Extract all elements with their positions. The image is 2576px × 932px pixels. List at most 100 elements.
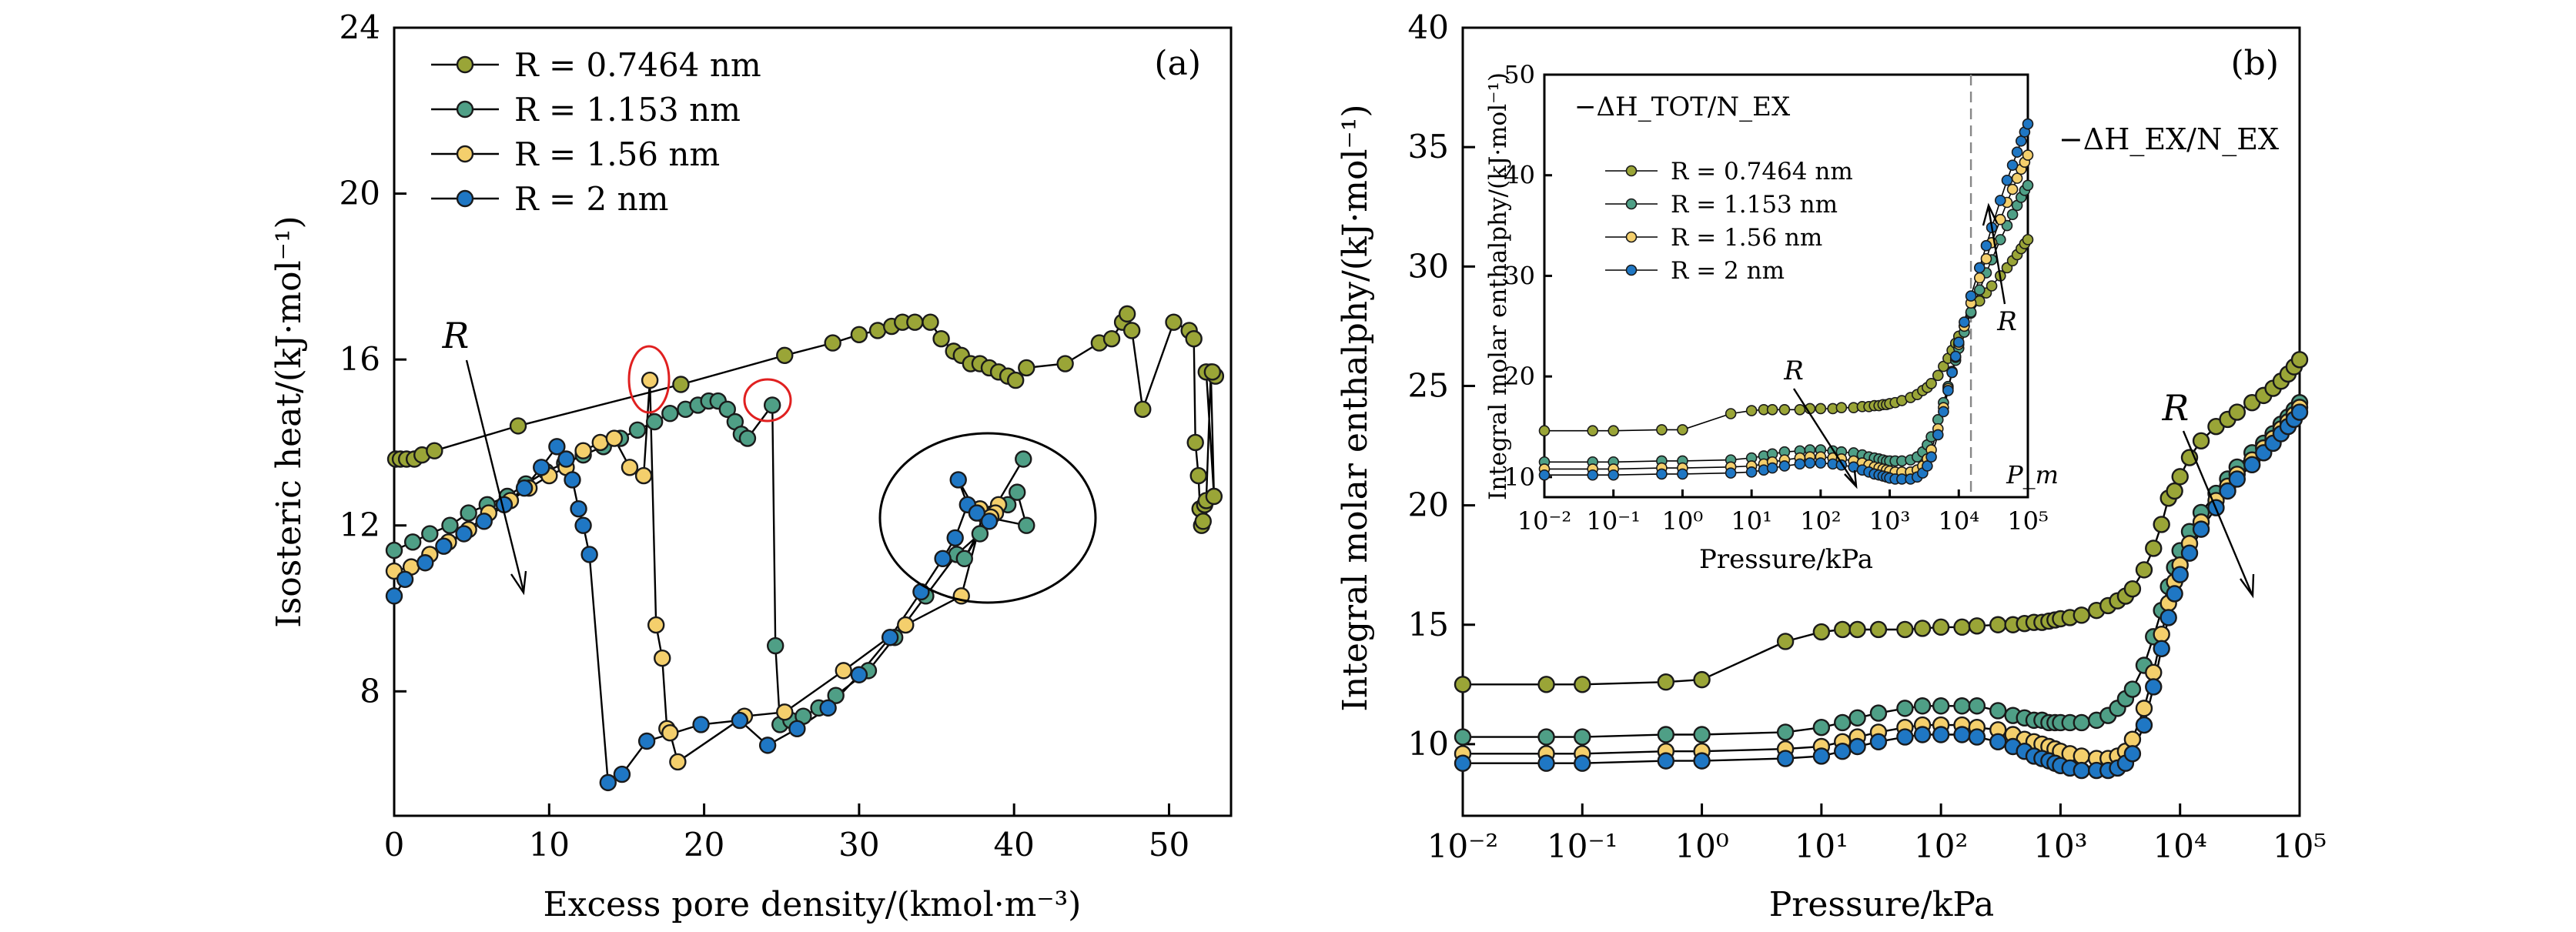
panel-b-point	[1657, 752, 1675, 770]
panel-a-point	[1018, 359, 1035, 377]
inset-point	[1973, 262, 1986, 274]
inset-ytick-label: 50	[1504, 60, 1535, 89]
panel-a-point	[385, 541, 403, 560]
panel-b-point	[1454, 754, 1472, 772]
panel-b-ticks: 10⁻² 10⁻¹ 10⁰ 10¹ 10² 10³ 10⁴ 10⁵ 10 15 20 25 30 35 40	[1408, 8, 2327, 865]
panel-b-point	[1968, 697, 1986, 715]
inset-point	[1965, 290, 1977, 302]
panel-a-point	[548, 438, 566, 456]
panel-a-point	[1006, 371, 1025, 389]
panel-a-point	[621, 459, 639, 476]
panel-a-point	[955, 550, 973, 568]
panel-b-point	[1693, 752, 1711, 770]
panel-a-point	[868, 322, 887, 339]
inset-r-arrow-low	[1792, 388, 1857, 486]
panel-a-ytick-label: 8	[360, 672, 380, 710]
inset-point	[1794, 403, 1806, 416]
panel-b-xtick-label: 10²	[1914, 827, 1968, 865]
panel-a-point	[758, 737, 777, 754]
panel-a-point	[1056, 355, 1074, 372]
panel-a-point	[417, 554, 434, 572]
panel-b-point	[1953, 726, 1971, 743]
panel-a-point	[580, 546, 598, 563]
panel-b-ytick-label: 20	[1408, 486, 1449, 524]
panel-a-point	[1122, 322, 1141, 339]
inset-point	[1538, 425, 1551, 437]
highlight-circle-red-2	[743, 378, 792, 423]
inset-point	[1938, 406, 1949, 418]
panel-a-point	[460, 504, 477, 522]
inset-point	[1922, 460, 1933, 472]
panel-a-point	[564, 471, 581, 489]
panel-a-point	[435, 537, 453, 555]
inset-point	[1778, 460, 1791, 472]
inset-point	[1980, 252, 1992, 265]
panel-a-point	[647, 616, 665, 634]
panel-b-point	[2073, 761, 2090, 780]
panel-a-point	[1185, 330, 1203, 348]
panel-b-point	[1537, 754, 1555, 772]
inset-xtick-label: 10²	[1800, 506, 1842, 536]
inset-point	[1946, 366, 1958, 379]
inset-xtick-label: 10⁻¹	[1586, 506, 1640, 536]
panel-a-xlabel: Excess pore density/(kmol·m⁻³)	[544, 885, 1082, 924]
panel-b-point	[2145, 678, 2163, 696]
panel-a-point	[850, 326, 868, 344]
inset-r-arrow-high	[1987, 207, 2006, 305]
panel-a-point	[421, 525, 439, 543]
panel-a-legend: R = 0.7464 nm R = 1.153 nm R = 1.56 nm R = …	[431, 46, 761, 218]
panel-a-point	[1134, 400, 1152, 419]
panel-b-point	[1968, 617, 1986, 635]
inset-point	[2006, 209, 2019, 220]
panel-b-xtick-label: 10⁴	[2153, 827, 2207, 865]
inset-data	[1538, 118, 2034, 485]
inset-point	[2011, 146, 2023, 158]
inset-point	[2022, 234, 2034, 246]
inset-point	[1952, 336, 1965, 349]
inset-point	[1942, 385, 1954, 396]
legend-marker	[456, 145, 474, 163]
inset-legend-label: R = 1.153 nm	[1671, 191, 1838, 219]
panel-a-point	[574, 516, 592, 534]
panel-b-point	[2166, 482, 2183, 500]
panel-b-point	[1989, 733, 2007, 751]
panel-a-point	[946, 529, 964, 547]
panel-a-point	[776, 703, 794, 721]
inset-point	[1677, 424, 1688, 436]
panel-b-point	[1812, 747, 1831, 765]
inset-point	[2022, 118, 2034, 130]
panel-b-point	[1913, 726, 1932, 743]
panel-b-point	[1812, 623, 1831, 641]
panel-a-point	[738, 429, 757, 447]
inset-legend-marker	[1625, 198, 1638, 210]
panel-a-point	[574, 442, 592, 459]
panel-b-ex-label: −ΔH_EX/N_EX	[2059, 122, 2279, 157]
panel-a-xtick-label: 40	[993, 826, 1034, 864]
highlight-ellipse-cluster	[878, 432, 1097, 604]
panel-b-point	[1834, 743, 1852, 760]
panel-b-tag: (b)	[2231, 44, 2280, 83]
inset-point	[1677, 468, 1688, 480]
inset-ytick-label: 30	[1504, 261, 1535, 290]
inset-point	[2022, 179, 2034, 192]
panel-b-point	[1989, 616, 2007, 633]
panel-a-point	[661, 405, 679, 423]
panel-a-point	[763, 396, 781, 414]
inset-point	[1835, 402, 1848, 413]
panel-b-ytick-label: 35	[1408, 128, 1449, 165]
panel-a-point	[824, 334, 841, 352]
panel-b-point	[1834, 620, 1852, 639]
inset-point	[1766, 462, 1778, 474]
inset-legend: R = 0.7464 nm R = 1.153 nm R = 1.56 nm R = …	[1605, 158, 1853, 285]
panel-a-point	[1186, 433, 1204, 452]
panel-b-point	[1657, 726, 1675, 743]
panel-b-ytick-label: 10	[1408, 725, 1449, 763]
panel-b-point	[2192, 520, 2210, 538]
inset-vline: P_m	[1969, 75, 2059, 497]
inset-pm-label: P_m	[2006, 460, 2059, 489]
panel-a-point	[980, 513, 999, 530]
panel-a-point	[1015, 450, 1032, 468]
panel-b-point	[1896, 700, 1914, 717]
legend-label: R = 2 nm	[514, 180, 668, 218]
inset-xtick-label: 10⁵	[2007, 506, 2049, 536]
